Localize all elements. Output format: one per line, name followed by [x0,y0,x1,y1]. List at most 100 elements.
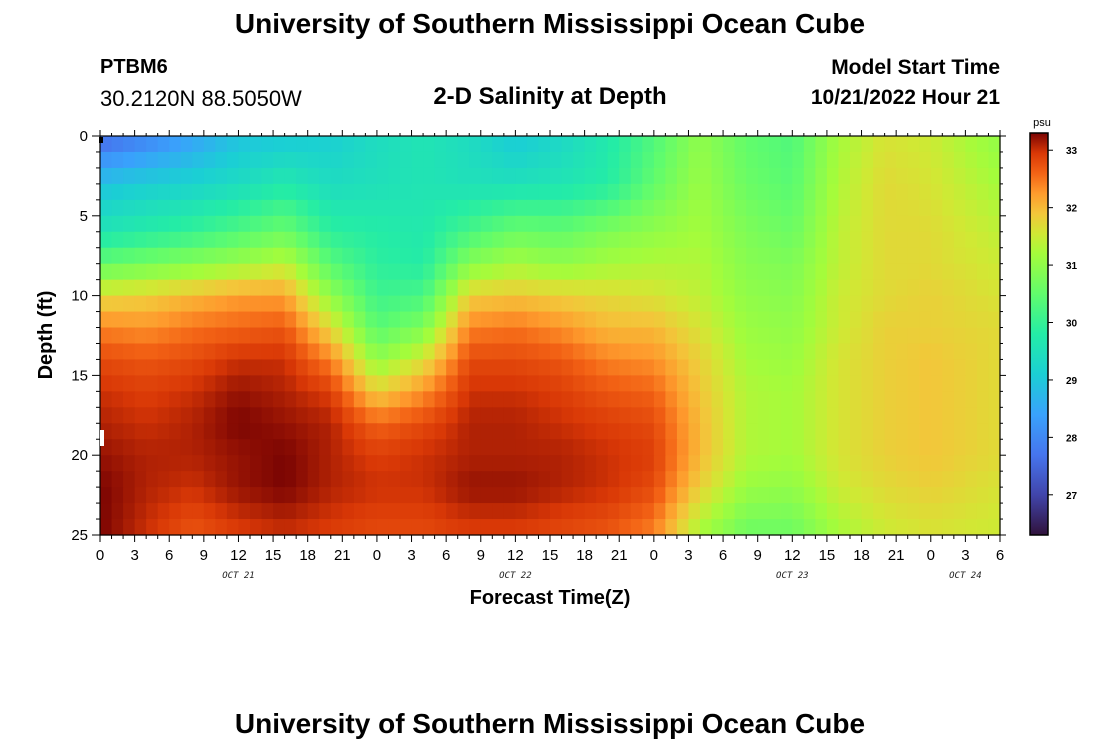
heatmap-cell [250,455,263,472]
heatmap-cell [134,391,147,408]
x-tick-label: 12 [230,547,247,564]
heatmap-cell [792,423,805,440]
heatmap-cell [688,519,701,536]
heatmap-cell [676,295,690,313]
heatmap-cell [642,327,655,345]
heatmap-cell [180,407,193,424]
heatmap-cell [665,263,678,281]
heatmap-cell [953,519,966,536]
heatmap-cell [700,455,713,472]
heatmap-cell [757,279,770,297]
heatmap-cell [146,136,159,153]
heatmap-cell [100,231,113,249]
heatmap-cell [734,247,747,265]
heatmap-cell [723,487,736,504]
heatmap-cell [676,439,690,456]
heatmap-cell [550,391,563,408]
x-tick-label: 0 [373,547,381,564]
heatmap-cell [480,375,493,392]
heatmap-cell [134,151,147,169]
heatmap-cell [365,295,378,313]
heatmap-cell [284,455,297,472]
heatmap-cell [192,295,205,313]
heatmap-cell [538,199,551,217]
heatmap-cell [180,519,193,536]
heatmap-cell [976,375,990,392]
heatmap-cell [353,183,366,201]
heatmap-cell [607,407,620,424]
heatmap-cell [192,471,205,488]
heatmap-cell [769,263,782,281]
heatmap-cell [365,311,378,329]
heatmap-cell [907,327,920,345]
heatmap-cell [100,151,113,169]
heatmap-cell [134,279,147,297]
heatmap-cell [492,375,505,392]
heatmap-cell [134,519,147,536]
heatmap-cell [123,439,136,456]
heatmap-cell [815,439,828,456]
heatmap-cell [907,279,920,297]
heatmap-cell [192,487,205,504]
heatmap-cell [561,295,574,313]
heatmap-cell [238,215,251,233]
heatmap-cell [630,311,643,329]
heatmap-cell [584,503,597,520]
heatmap-cell [792,375,805,392]
heatmap-cell [746,471,759,488]
heatmap-cell [838,151,851,169]
heatmap-cell [711,136,724,153]
heatmap-cell [642,455,655,472]
heatmap-cell [319,199,332,217]
heatmap-cell [146,359,159,376]
heatmap-cell [319,311,332,329]
heatmap-cell [203,295,216,313]
heatmap-cell [976,247,990,265]
heatmap-cell [550,311,563,329]
heatmap-cell [134,231,147,249]
heatmap-cell [676,471,690,488]
heatmap-cell [203,359,216,376]
heatmap-cell [884,279,897,297]
heatmap-cell [169,327,182,345]
heatmap-cell [526,136,540,153]
heatmap-cell [123,519,136,536]
heatmap-cell [665,455,678,472]
heatmap-cell [596,407,609,424]
heatmap-cell [123,375,136,392]
heatmap-cell [342,327,355,345]
heatmap-cell [526,295,540,313]
heatmap-cell [815,279,828,297]
heatmap-cell [688,391,701,408]
heatmap-cell [480,151,493,169]
heatmap-cell [907,231,920,249]
heatmap-cell [492,519,505,536]
heatmap-cell [642,136,655,153]
heatmap-cell [803,263,816,281]
heatmap-cell [665,183,678,201]
heatmap-cell [665,407,678,424]
heatmap-cell [111,487,124,504]
heatmap-cell [688,423,701,440]
heatmap-cell [896,423,909,440]
heatmap-cell [250,503,263,520]
heatmap-cell [134,247,147,265]
heatmap-cell [469,199,482,217]
heatmap-cell [238,359,251,376]
heatmap-cell [538,215,551,233]
heatmap-cell [700,471,713,488]
heatmap-cell [873,231,886,249]
heatmap-cell [503,407,516,424]
heatmap-cell [423,375,436,392]
heatmap-cell [953,407,966,424]
heatmap-cell [273,455,286,472]
heatmap-cell [850,215,863,233]
heatmap-cell [261,199,274,217]
heatmap-cell [330,423,343,440]
heatmap-cell [215,151,228,169]
heatmap-cell [400,136,413,153]
heatmap-cell [861,471,874,488]
heatmap-cell [284,327,297,345]
heatmap-cell [261,391,274,408]
heatmap-cell [215,327,228,345]
